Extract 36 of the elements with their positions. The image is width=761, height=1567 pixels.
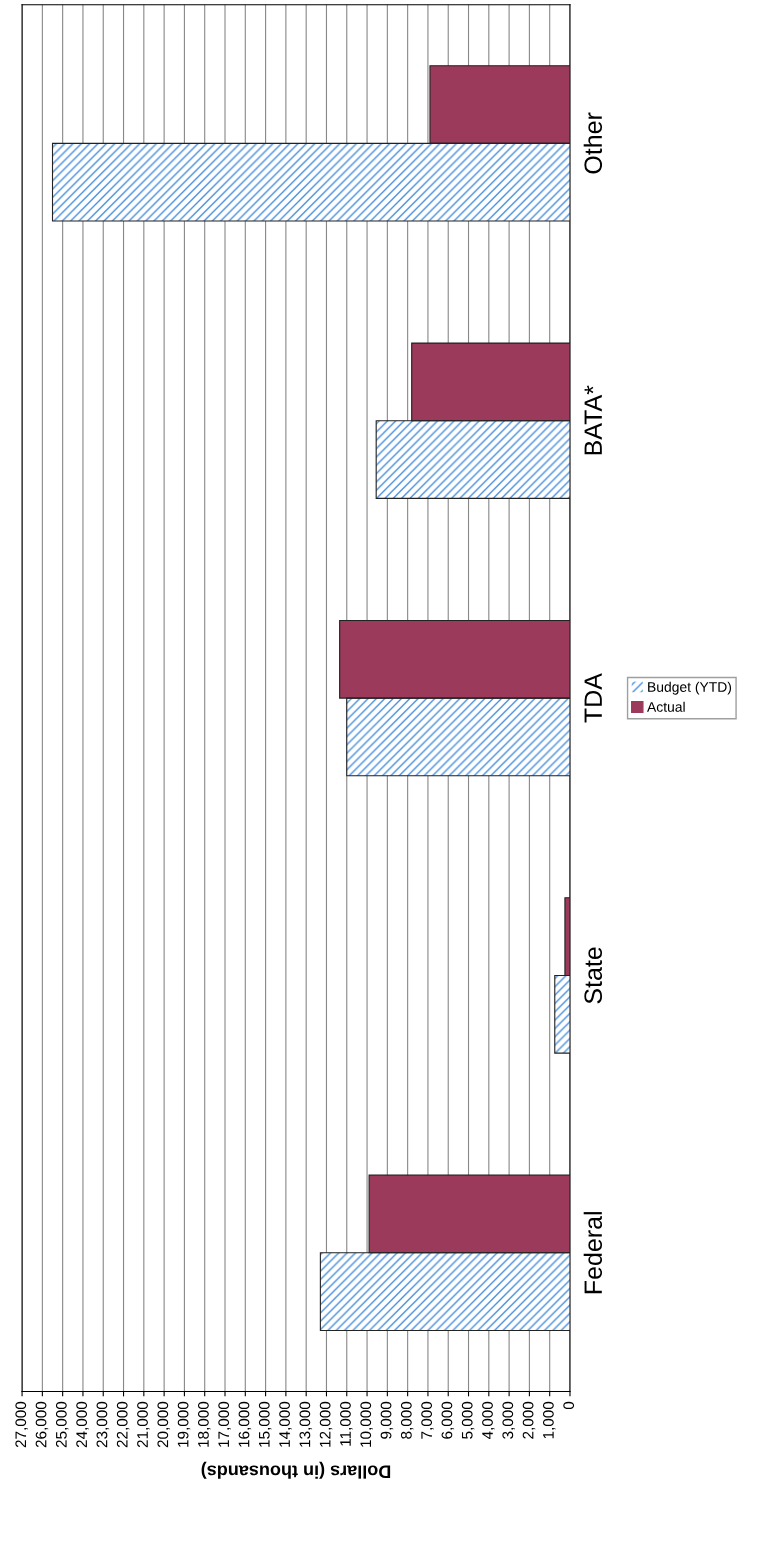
y-tick-label: BATA*: [584, 385, 602, 455]
x-tick-label: 3,000: [502, 1401, 516, 1439]
x-tick-label: 26,000: [35, 1401, 49, 1448]
x-axis-title: Dollars (in thousands): [201, 1461, 391, 1479]
x-tick-label: 1,000: [542, 1401, 556, 1439]
x-tick-label: 11,000: [340, 1401, 353, 1446]
x-tick-label: 8,000: [400, 1401, 414, 1439]
y-tick-label: State: [584, 947, 603, 1004]
x-tick-label: 12,000: [319, 1401, 333, 1447]
x-tick-label: 7,000: [421, 1401, 434, 1439]
x-tick-label: 20,000: [157, 1401, 171, 1448]
x-tick-label: 15,000: [258, 1401, 272, 1447]
x-tick-label: 0: [563, 1401, 575, 1410]
x-tick-label: 19,000: [177, 1401, 191, 1447]
x-tick-label: 23,000: [96, 1401, 110, 1448]
y-tick-label: TDA: [584, 673, 602, 723]
x-tick-label: 13,000: [299, 1401, 313, 1447]
x-tick-label: 21,000: [137, 1401, 150, 1448]
x-tick-label: 14,000: [279, 1401, 292, 1447]
y-tick-label: Federal: [583, 1212, 603, 1294]
x-tick-label: 10,000: [360, 1401, 373, 1447]
x-tick-label: 9,000: [380, 1401, 394, 1439]
x-tick-label: 25,000: [55, 1401, 69, 1448]
x-tick-label: 5,000: [461, 1401, 475, 1439]
x-tick-label: 22,000: [116, 1401, 130, 1448]
x-tick-label: 4,000: [482, 1401, 495, 1440]
x-tick-label: 27,000: [15, 1401, 28, 1448]
y-tick-label: Other: [583, 112, 603, 174]
x-tick-label: 18,000: [197, 1401, 211, 1447]
x-tick-label: 24,000: [76, 1401, 89, 1448]
x-tick-label: 17,000: [218, 1401, 231, 1447]
x-tick-label: 6,000: [441, 1401, 455, 1439]
x-tick-label: 2,000: [522, 1401, 536, 1439]
legend-label: Budget (YTD): [648, 681, 732, 695]
legend-label: Actual: [647, 701, 685, 712]
x-tick-label: 16,000: [238, 1401, 252, 1447]
